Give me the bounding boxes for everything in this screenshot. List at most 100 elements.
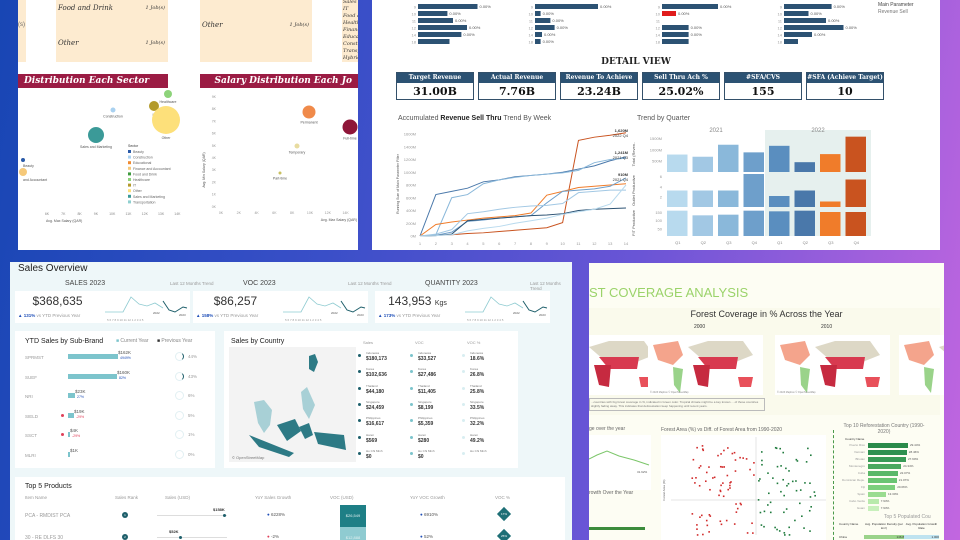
legend-swatch: [128, 194, 131, 198]
country-point: [767, 472, 769, 474]
country-point: [739, 456, 741, 459]
kpi-label: Sell Thru Ach %: [643, 73, 719, 83]
growth-bar: [589, 527, 645, 530]
x-tick: 7K: [61, 212, 66, 216]
country-point: [696, 534, 699, 536]
kpi-label: #SFA/CVS: [725, 73, 801, 83]
row-label: 9: [658, 5, 661, 10]
y-tick: 6: [660, 174, 663, 179]
row-label: Outlet Productive: [631, 174, 636, 205]
x-tick: 10K: [109, 212, 116, 216]
brand-name: SPRMST: [25, 355, 44, 360]
divider: [833, 430, 834, 540]
y-tick: 0K: [212, 205, 217, 209]
x-tick: 10: [560, 241, 565, 246]
quarter-bar: [794, 190, 815, 207]
top-products-title: Top 5 Products: [25, 483, 72, 490]
x-tick: 1: [419, 241, 422, 246]
forest-trend-line: 31.92%: [589, 435, 651, 490]
x-tick: 8K: [77, 212, 82, 216]
country-name: Spain: [857, 492, 865, 496]
country-point: [785, 467, 787, 470]
country-point: [786, 484, 788, 487]
bar-label: 0.00%: [846, 25, 858, 30]
top-products-card: Top 5 Products Item Name Sales Rank Sales …: [15, 477, 565, 540]
bar-label: 0.00%: [463, 32, 475, 37]
country-point: [768, 492, 770, 495]
unit: Kgs: [434, 300, 447, 307]
reforestation-pct: 24.34%: [903, 464, 914, 468]
quarter-bar: [667, 210, 688, 236]
country-value: $0: [366, 453, 372, 460]
share-donut: [175, 430, 184, 439]
product-name: PCA - RMDIST PCA: [25, 513, 71, 519]
row-label: 18: [412, 40, 417, 45]
sector-label: Food and Drink: [58, 4, 113, 12]
legend-item: Construction: [133, 156, 153, 160]
rank-badge: 2: [122, 534, 128, 540]
country-name: Korea: [366, 367, 375, 372]
job-count: 1 Job(s): [289, 22, 309, 28]
world-map[interactable]: [899, 335, 944, 395]
row-label: 10: [778, 12, 783, 17]
legend-swatch: [128, 166, 131, 170]
country-dot: [410, 354, 413, 357]
legend-item: Finance and Accountant: [133, 167, 171, 171]
legend-previous: ■ Previous Year: [157, 338, 193, 344]
row-label: 9: [531, 5, 534, 10]
country-point: [796, 460, 799, 462]
country-point: [775, 447, 778, 450]
country-point: [776, 482, 779, 485]
brand-growth: -29%: [72, 434, 81, 438]
reforestation-pct: 7.93%: [880, 499, 890, 503]
country-point: [719, 465, 722, 468]
kpi-value: 23.24B: [577, 85, 621, 98]
annotation-period: 2021 Q3: [613, 155, 629, 160]
revenue-dashboard: 9 0.00% 10 0.00% 11 0.00% 12 0.00% 14 0.00% 18 9 0.0…: [372, 0, 940, 250]
y-tick: 8K: [212, 107, 217, 111]
x-tick: 11: [576, 241, 581, 246]
share-donut: [175, 410, 184, 420]
bar-label: 0.00%: [828, 18, 840, 23]
legend-item: Beauty: [133, 150, 144, 154]
country-dot: [410, 419, 413, 423]
spark-current: [162, 300, 188, 313]
sector-salary-scatter: HealthcareITOtherConstructionSales and M…: [19, 90, 181, 223]
y-tick: 400M: [406, 208, 416, 213]
world-map[interactable]: © 2023 Mapbox © OpenStreetMap: [775, 335, 890, 395]
country-value: $8,199: [418, 404, 434, 411]
sub-brand-title: YTD Sales by Sub-Brand: [25, 338, 104, 345]
country-dot: [358, 451, 361, 455]
forest-trend-title: ge over the year: [589, 426, 626, 432]
country-value: 32.2%: [470, 421, 485, 428]
country-point: [814, 494, 816, 497]
forest-coverage-dashboard: ST COVERAGE ANALYSIS Forest Coverage in …: [589, 263, 944, 540]
country-point: [763, 510, 766, 513]
country-point: [753, 474, 755, 476]
country-point: [721, 466, 724, 468]
parameter-legend-value[interactable]: Revenue Sell: [878, 9, 908, 15]
country-point: [729, 487, 731, 489]
country-point: [788, 526, 790, 529]
world-map[interactable]: © 2023 Mapbox © OpenStreetMap: [648, 335, 763, 395]
country-point: [784, 534, 786, 536]
country-name: Cuba: [857, 471, 865, 475]
map-credit: © 2023 Mapbox © OpenStreetMap: [650, 391, 689, 394]
africa: [594, 365, 611, 387]
country-point: [761, 463, 763, 466]
country-point: [701, 445, 704, 447]
country-point: [706, 524, 709, 527]
reforestation-bar: [868, 464, 902, 469]
country-dot: [358, 435, 361, 439]
row-label: 12: [412, 26, 417, 31]
southeast-asia-map[interactable]: © OpenStreetMap: [229, 347, 356, 462]
quarter-bar-chart: 2021 2022 Total (Reven.. 1500M 1000M 500M Outl…: [631, 128, 871, 245]
north-america: [904, 341, 934, 365]
mini-bar: [662, 39, 689, 44]
quarter-bar: [769, 211, 790, 236]
country-point: [699, 465, 702, 467]
kpi-value: 10: [837, 85, 853, 98]
brand-growth: 27%: [77, 395, 85, 399]
quarter-bar: [718, 190, 739, 207]
forest-map-subtitle: Forest Coverage in % Across the Year: [690, 309, 843, 319]
